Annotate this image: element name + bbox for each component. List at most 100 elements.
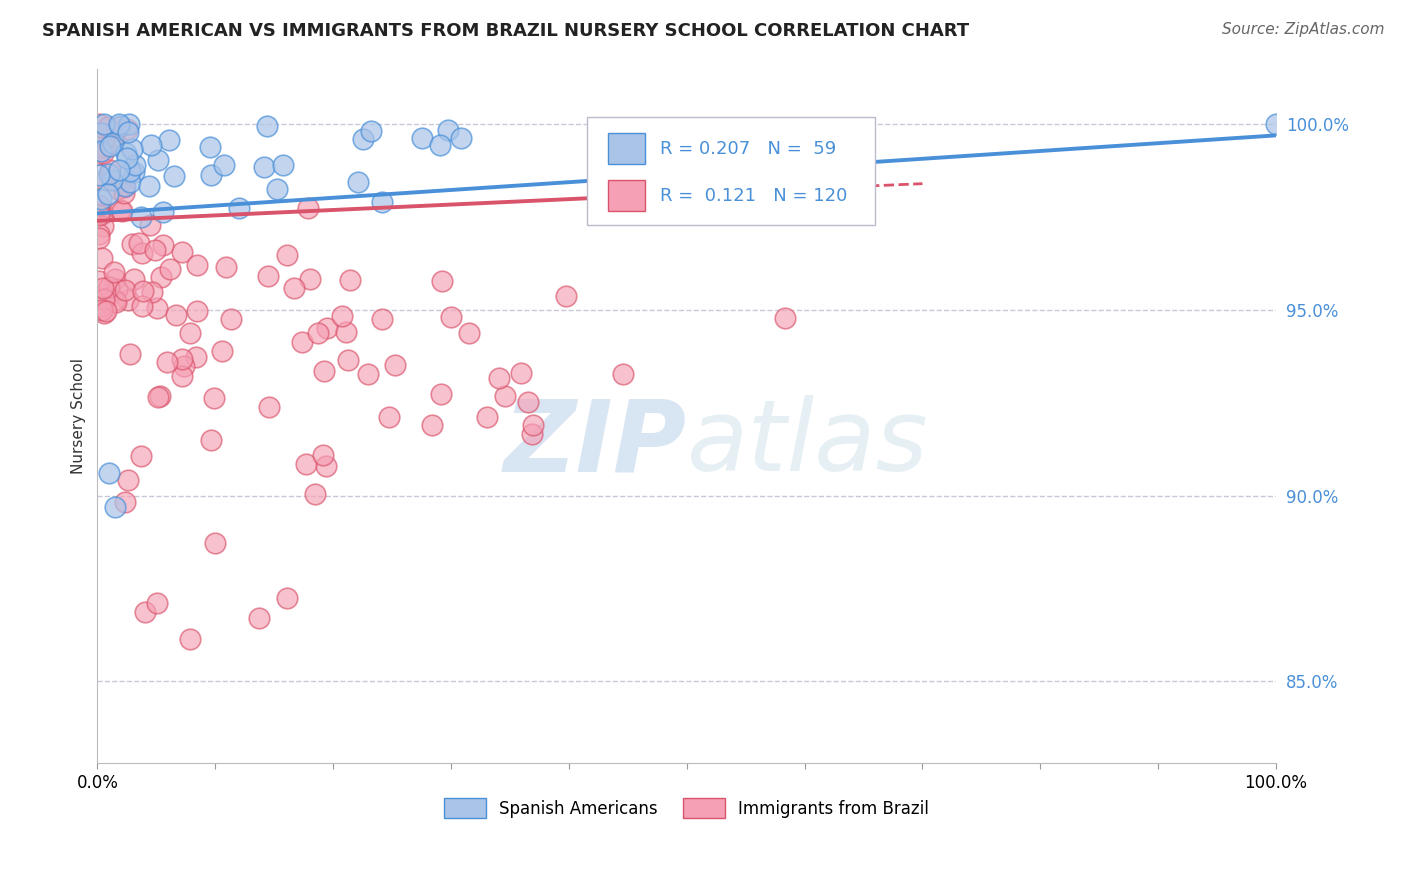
Point xyxy=(112,178,135,193)
Point xyxy=(360,124,382,138)
Point xyxy=(555,289,578,303)
Point xyxy=(316,320,339,334)
Point xyxy=(159,261,181,276)
Point xyxy=(200,433,222,447)
Point xyxy=(108,117,131,131)
Point xyxy=(90,192,112,206)
Point xyxy=(647,154,669,169)
Point xyxy=(138,179,160,194)
Point xyxy=(93,131,115,145)
Point xyxy=(298,272,321,286)
Point xyxy=(114,146,136,161)
Point xyxy=(1265,117,1288,131)
Point xyxy=(165,308,187,322)
Point xyxy=(219,312,242,326)
Point xyxy=(152,204,174,219)
Point xyxy=(297,201,319,215)
Point xyxy=(516,394,538,409)
Point xyxy=(228,201,250,215)
Point xyxy=(494,389,516,403)
Point xyxy=(146,596,169,610)
Point xyxy=(488,371,510,385)
Point xyxy=(143,244,166,258)
Point xyxy=(429,137,451,152)
Point xyxy=(129,210,152,224)
Point xyxy=(352,132,374,146)
Point xyxy=(94,304,117,318)
Point xyxy=(117,293,139,307)
FancyBboxPatch shape xyxy=(607,133,645,164)
Point xyxy=(256,269,278,284)
Text: SPANISH AMERICAN VS IMMIGRANTS FROM BRAZIL NURSERY SCHOOL CORRELATION CHART: SPANISH AMERICAN VS IMMIGRANTS FROM BRAZ… xyxy=(42,22,969,40)
Point xyxy=(621,143,644,157)
Point xyxy=(97,120,120,135)
Point xyxy=(257,400,280,414)
Point xyxy=(131,284,153,298)
Point xyxy=(315,459,337,474)
Point xyxy=(179,632,201,646)
Point xyxy=(114,495,136,509)
Point xyxy=(134,605,156,619)
Point xyxy=(97,290,120,304)
Point xyxy=(314,364,336,378)
Point xyxy=(509,367,531,381)
Point xyxy=(437,123,460,137)
Point xyxy=(97,279,120,293)
Point xyxy=(429,387,451,401)
Point xyxy=(149,388,172,402)
Point xyxy=(384,358,406,372)
Point xyxy=(273,158,295,172)
Point xyxy=(94,139,117,153)
Point xyxy=(87,227,110,242)
Point xyxy=(93,292,115,306)
Point xyxy=(371,312,394,326)
Point xyxy=(156,354,179,368)
Point xyxy=(146,153,169,167)
Text: R =  0.121   N = 120: R = 0.121 N = 120 xyxy=(659,186,846,205)
Point xyxy=(200,168,222,182)
Point xyxy=(117,125,139,139)
Point xyxy=(103,265,125,279)
Point xyxy=(312,448,335,462)
Point xyxy=(108,162,131,177)
Point xyxy=(335,325,357,339)
Point xyxy=(97,167,120,181)
Point xyxy=(87,206,110,220)
Point xyxy=(94,292,117,306)
Point xyxy=(253,160,276,174)
Point xyxy=(612,367,634,381)
Point xyxy=(98,467,121,481)
Point xyxy=(118,164,141,178)
Point xyxy=(103,128,125,143)
Point xyxy=(520,427,543,442)
Point xyxy=(475,410,498,425)
Point xyxy=(592,141,614,155)
Point xyxy=(172,351,194,366)
Point xyxy=(87,274,110,288)
Point xyxy=(97,186,120,201)
Point xyxy=(90,144,112,158)
Point xyxy=(107,282,129,296)
Point xyxy=(115,151,138,165)
Point xyxy=(186,259,208,273)
Point xyxy=(91,251,114,265)
Point xyxy=(371,195,394,210)
Point xyxy=(114,283,136,297)
Point xyxy=(105,294,128,309)
Point xyxy=(139,218,162,232)
Point xyxy=(124,157,146,171)
Point xyxy=(276,591,298,606)
Point xyxy=(91,219,114,234)
Point xyxy=(114,178,136,193)
FancyBboxPatch shape xyxy=(607,180,645,211)
Point xyxy=(91,303,114,318)
Text: Source: ZipAtlas.com: Source: ZipAtlas.com xyxy=(1222,22,1385,37)
Point xyxy=(104,272,127,286)
Point xyxy=(131,299,153,313)
Point xyxy=(148,390,170,404)
Point xyxy=(283,281,305,295)
Point xyxy=(170,369,193,384)
Point xyxy=(98,139,121,153)
Point xyxy=(90,299,112,313)
Point xyxy=(378,409,401,424)
